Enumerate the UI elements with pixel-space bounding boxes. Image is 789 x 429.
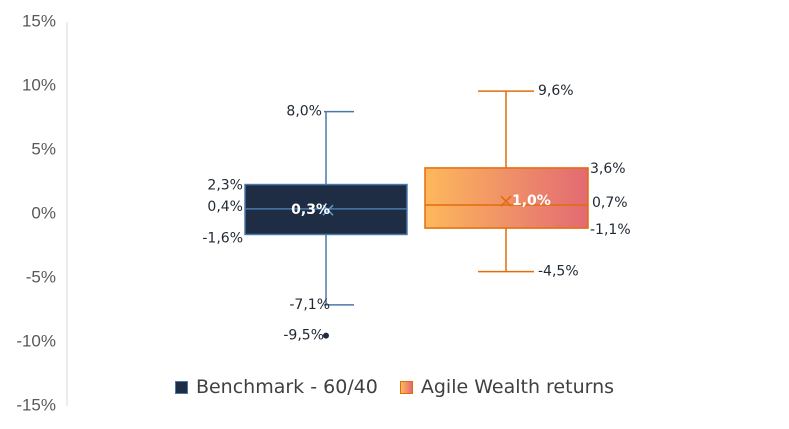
- data-label-q3-benchmark: 2,3%: [207, 178, 243, 194]
- legend-label-agile-wealth: Agile Wealth returns: [420, 376, 615, 398]
- data-label-q3-agile-wealth: 3,6%: [590, 161, 626, 177]
- data-label-min-benchmark: -7,1%: [289, 297, 330, 313]
- legend-swatch-agile-wealth: [399, 380, 413, 394]
- outlier-point-benchmark: [323, 332, 329, 339]
- mean-marker-agile-wealth: [500, 195, 512, 207]
- plot-area: 8,0% 2,3% 0,4% -1,6% 0,3% -7,1% -9,5% 9,6% 3,6% 0…: [202, 83, 630, 343]
- y-tick-label: -5%: [26, 267, 56, 286]
- data-label-outlier-benchmark: -9,5%: [283, 328, 324, 344]
- data-label-max-benchmark: 8,0%: [286, 104, 322, 120]
- legend-item-benchmark[interactable]: Benchmark - 60/40: [174, 376, 378, 398]
- data-label-q1-benchmark: -1,6%: [202, 230, 243, 246]
- data-label-mean-benchmark: 0,3%: [291, 202, 330, 218]
- legend: Benchmark - 60/40 Agile Wealth returns: [0, 376, 789, 398]
- data-label-min-agile-wealth: -4,5%: [538, 264, 579, 280]
- data-label-q1-agile-wealth: -1,1%: [590, 222, 631, 238]
- box-agile-wealth: [424, 167, 589, 229]
- legend-item-agile-wealth[interactable]: Agile Wealth returns: [399, 376, 615, 398]
- y-tick-label: 10%: [22, 75, 56, 94]
- y-tick-label: -15%: [16, 395, 56, 414]
- y-tick-label: -10%: [16, 331, 56, 350]
- data-label-max-agile-wealth: 9,6%: [538, 83, 574, 99]
- y-tick-label: 5%: [31, 139, 56, 158]
- y-tick-label: 15%: [22, 11, 56, 30]
- legend-swatch-benchmark: [174, 380, 188, 394]
- y-tick-label: 0%: [31, 203, 56, 222]
- data-label-median-agile-wealth: 0,7%: [592, 195, 628, 211]
- data-label-median-benchmark: 0,4%: [207, 199, 243, 215]
- data-label-mean-agile-wealth: 1,0%: [512, 193, 551, 209]
- mean-marker-benchmark: [322, 204, 334, 216]
- y-axis: -15% -10% -5% 0% 5% 10% 15%: [16, 11, 68, 414]
- legend-label-benchmark: Benchmark - 60/40: [195, 376, 378, 398]
